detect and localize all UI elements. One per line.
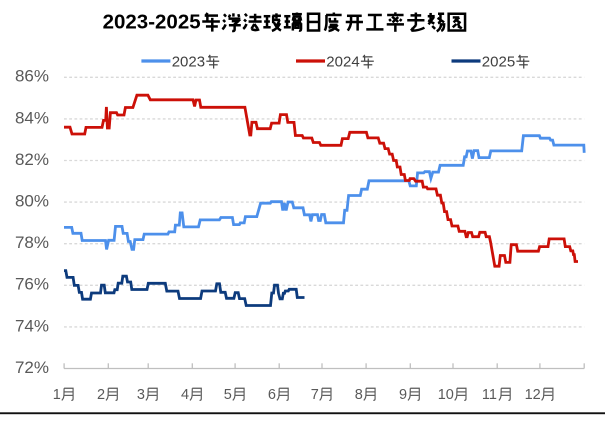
svg-text:2: 2 xyxy=(97,387,105,403)
svg-text:12: 12 xyxy=(525,387,541,403)
svg-text:8: 8 xyxy=(355,387,363,403)
svg-text:86%: 86% xyxy=(15,67,49,86)
svg-text:5: 5 xyxy=(224,387,232,403)
svg-text:74%: 74% xyxy=(15,316,49,335)
svg-text:3: 3 xyxy=(137,387,145,403)
svg-text:9: 9 xyxy=(399,387,407,403)
svg-text:7: 7 xyxy=(311,387,319,403)
svg-text:2023-2025: 2023-2025 xyxy=(103,11,201,34)
svg-text:80%: 80% xyxy=(15,192,49,211)
svg-text:76%: 76% xyxy=(15,275,49,294)
svg-text:2025: 2025 xyxy=(482,53,515,70)
svg-text:6: 6 xyxy=(268,387,276,403)
svg-text:11: 11 xyxy=(482,387,497,403)
svg-text:2023: 2023 xyxy=(172,53,205,70)
svg-text:4: 4 xyxy=(181,387,189,403)
svg-text:78%: 78% xyxy=(15,233,49,252)
svg-text:82%: 82% xyxy=(15,150,49,169)
svg-text:84%: 84% xyxy=(15,108,49,127)
svg-text:10: 10 xyxy=(438,387,454,403)
svg-text:2024: 2024 xyxy=(326,53,359,70)
svg-text:1: 1 xyxy=(53,387,61,403)
svg-text:72%: 72% xyxy=(15,358,49,377)
